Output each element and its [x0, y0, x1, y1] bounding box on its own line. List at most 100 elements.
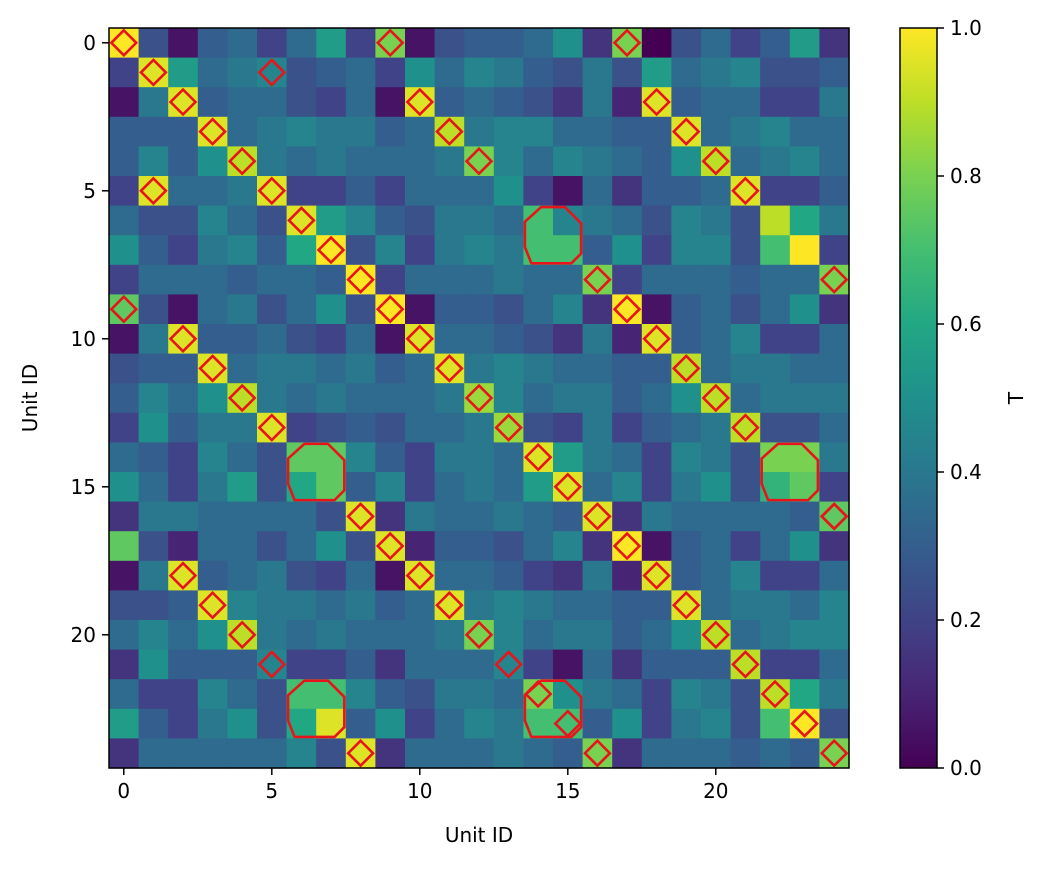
heatmap-cell [434, 57, 465, 88]
heatmap-cell [375, 560, 406, 591]
heatmap-cell [730, 57, 761, 88]
heatmap-cell [730, 324, 761, 355]
diamond-marker [198, 117, 227, 146]
heatmap-cell [612, 87, 643, 118]
heatmap-cell [227, 649, 258, 680]
heatmap-cell [227, 28, 258, 59]
x-tick-label: 10 [407, 779, 432, 803]
diamond-marker [731, 176, 760, 206]
heatmap-cell [730, 264, 761, 295]
heatmap-cell [138, 501, 169, 532]
heatmap-cell [789, 649, 820, 680]
heatmap-cell [789, 590, 820, 621]
heatmap-cell [345, 235, 376, 266]
heatmap-cell [789, 57, 820, 88]
diamond-marker [405, 324, 435, 354]
heatmap-cell [523, 738, 554, 769]
heatmap-cell [434, 235, 465, 266]
heatmap-cell [789, 353, 820, 384]
heatmap-cell [316, 87, 347, 118]
heatmap-cell [168, 738, 199, 769]
heatmap-cell [345, 57, 376, 88]
heatmap-cell [109, 176, 140, 207]
heatmap-cell [286, 738, 317, 769]
diamond-marker [198, 354, 227, 383]
heatmap-cell [641, 531, 672, 562]
edge-marker [346, 738, 375, 768]
heatmap-cell [257, 560, 288, 591]
heatmap-cell [138, 87, 169, 118]
heatmap-cell [464, 205, 495, 236]
heatmap-cell [493, 442, 524, 473]
heatmap-cell [434, 383, 465, 414]
heatmap-cell [671, 383, 702, 414]
heatmap-cell [197, 383, 228, 414]
heatmap-cell [612, 442, 643, 473]
heatmap-cell [257, 501, 288, 532]
heatmap-cell [138, 442, 169, 473]
heatmap-cell [109, 57, 140, 88]
diamond-marker [198, 590, 227, 620]
heatmap-cell [434, 28, 465, 59]
heatmap-cell [405, 383, 436, 414]
heatmap-cell [375, 620, 406, 651]
heatmap-cell [286, 324, 317, 355]
heatmap-cell [523, 501, 554, 532]
heatmap-cell [464, 87, 495, 118]
heatmap-cell [523, 620, 554, 651]
heatmap-cell [493, 590, 524, 621]
heatmap-cell [701, 560, 732, 591]
heatmap-cell [375, 146, 406, 177]
heatmap-cell [405, 412, 436, 443]
heatmap-cell [671, 28, 702, 59]
heatmap-cell [434, 620, 465, 651]
x-tick-label: 5 [265, 779, 278, 803]
heatmap-cell [730, 531, 761, 562]
edge-marker [819, 265, 849, 294]
heatmap-cell [257, 116, 288, 147]
diamond-marker [257, 650, 287, 679]
heatmap-cell [730, 679, 761, 710]
heatmap-cell [375, 472, 406, 503]
heatmap-cell [612, 235, 643, 266]
diamond-marker [642, 561, 671, 590]
heatmap-cell [641, 590, 672, 621]
heatmap-cell [612, 708, 643, 739]
heatmap-cell [138, 472, 169, 503]
y-tick-label: 0 [83, 31, 96, 55]
heatmap-cell [493, 205, 524, 236]
heatmap-cell [464, 324, 495, 355]
heatmap-cell [553, 383, 584, 414]
heatmap-cell [553, 87, 584, 118]
heatmap-cell [286, 620, 317, 651]
heatmap-cell [257, 87, 288, 118]
heatmap-cell [286, 590, 317, 621]
heatmap-cell [701, 294, 732, 325]
heatmap-cell [197, 620, 228, 651]
diamond-marker [671, 117, 701, 146]
heatmap-cell [375, 87, 406, 118]
heatmap-cell [582, 116, 613, 147]
heatmap-cell [819, 235, 850, 266]
heatmap-cell [701, 176, 732, 207]
heatmap-cell [671, 412, 702, 443]
heatmap-cell [286, 28, 317, 59]
heatmap-cell [197, 57, 228, 88]
heatmap-cell [641, 116, 672, 147]
heatmap-cell [789, 146, 820, 177]
heatmap-cell [760, 738, 791, 769]
heatmap-cell [197, 205, 228, 236]
heatmap-cell [405, 294, 436, 325]
heatmap-cell [138, 708, 169, 739]
heatmap-cell [730, 146, 761, 177]
heatmap-cell [464, 560, 495, 591]
x-tick-label: 0 [117, 779, 130, 803]
heatmap-cell [730, 294, 761, 325]
heatmap-cell [760, 87, 791, 118]
heatmap-cell [641, 28, 672, 59]
x-axis-label: Unit ID [445, 823, 513, 847]
cluster-outline [286, 679, 346, 739]
x-axis: 0 5 10 15 20 [117, 768, 729, 803]
heatmap-cell [168, 383, 199, 414]
heatmap-cell [701, 501, 732, 532]
